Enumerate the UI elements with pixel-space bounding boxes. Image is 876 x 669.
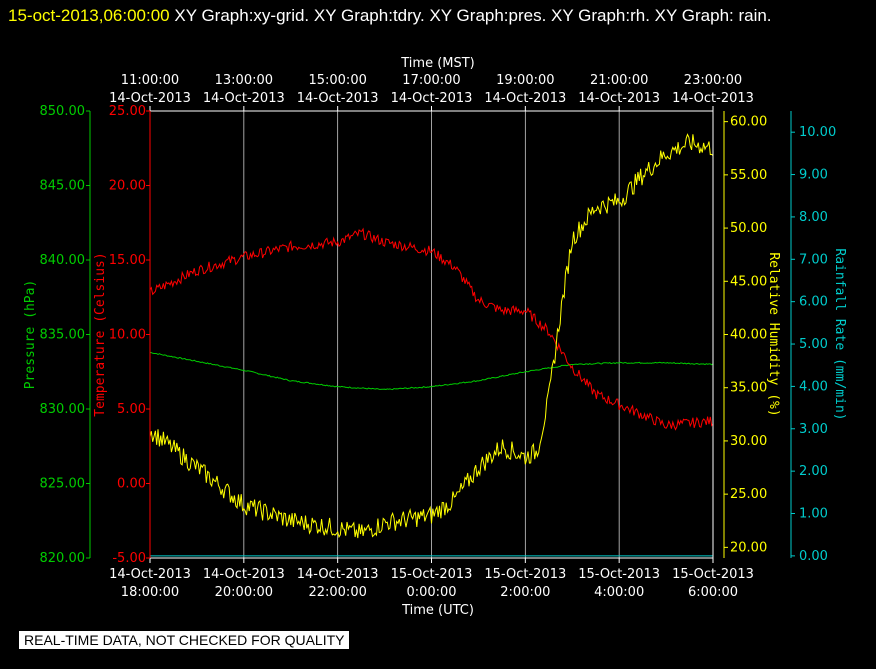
x-bottom-tick-date: 15-Oct-2013 [484,567,566,582]
humidity-tick-label: 45.00 [730,274,767,289]
series-line-humidity [149,133,714,539]
x-top-tick-time: 21:00:00 [590,73,648,88]
humidity-tick-label: 35.00 [730,381,767,396]
temperature-tick-label: 5.00 [117,402,146,417]
pressure-tick-label: 825.00 [40,477,86,492]
temperature-axis-label: Temperature (Celsius) [93,252,108,416]
quality-notice: REAL-TIME DATA, NOT CHECKED FOR QUALITY [19,631,350,649]
x-bottom-tick-time: 0:00:00 [406,585,456,600]
rain-axis-label: Rainfall Rate (mm/min) [832,248,847,420]
humidity-tick-label: 20.00 [730,540,767,555]
rain-tick-label: 2.00 [799,464,828,479]
chart-header: 15-oct-2013,06:00:00 XY Graph:xy-grid. X… [8,2,868,30]
rain-tick-label: 4.00 [799,379,828,394]
rain-tick-label: 8.00 [799,210,828,225]
pressure-tick-label: 830.00 [40,402,86,417]
rain-tick-label: 3.00 [799,422,828,437]
x-top-tick-date: 14-Oct-2013 [391,91,473,106]
x-bottom-tick-date: 15-Oct-2013 [578,567,660,582]
x-top-tick-date: 14-Oct-2013 [203,91,285,106]
pressure-tick-label: 845.00 [40,179,86,194]
x-bottom-tick-date: 14-Oct-2013 [297,567,379,582]
humidity-tick-label: 40.00 [730,328,767,343]
rain-tick-label: 1.00 [799,507,828,522]
x-bottom-tick-time: 4:00:00 [594,585,644,600]
x-bottom-tick-time: 22:00:00 [308,585,366,600]
rain-tick-label: 0.00 [799,549,828,564]
rain-tick-label: 6.00 [799,295,828,310]
pressure-axis-label: Pressure (hPa) [23,280,38,390]
series-line-pressure [149,351,714,391]
x-top-tick-time: 23:00:00 [684,73,742,88]
temperature-tick-label: -5.00 [112,551,146,566]
pressure-tick-label: 820.00 [40,551,86,566]
x-bottom-tick-time: 2:00:00 [500,585,550,600]
rain-tick-label: 7.00 [799,252,828,267]
series-line-temperature [149,227,714,431]
x-bottom-tick-time: 18:00:00 [121,585,179,600]
x-top-tick-time: 11:00:00 [121,73,179,88]
temperature-tick-label: 25.00 [109,104,146,119]
x-top-tick-time: 19:00:00 [496,73,554,88]
temperature-tick-label: 0.00 [117,477,146,492]
humidity-axis-label: Relative Humidity (%) [766,252,781,416]
grid-layer [243,111,620,558]
temperature-tick-label: 10.00 [109,328,146,343]
humidity-tick-label: 60.00 [730,115,767,130]
x-top-tick-date: 14-Oct-2013 [484,91,566,106]
humidity-tick-label: 50.00 [730,221,767,236]
x-top-tick-date: 14-Oct-2013 [109,91,191,106]
rain-tick-label: 5.00 [799,337,828,352]
temperature-tick-label: 15.00 [109,253,146,268]
pressure-tick-label: 840.00 [40,253,86,268]
rain-tick-label: 9.00 [799,168,828,183]
x-bottom-axis-label: Time (UTC) [401,603,474,618]
x-bottom-tick-date: 14-Oct-2013 [109,567,191,582]
x-bottom-tick-date: 14-Oct-2013 [203,567,285,582]
temperature-tick-label: 20.00 [109,179,146,194]
x-bottom-tick-date: 15-Oct-2013 [672,567,754,582]
x-top-tick-time: 15:00:00 [308,73,366,88]
x-top-tick-date: 14-Oct-2013 [578,91,660,106]
series-layer [149,133,714,557]
x-bottom-tick-time: 6:00:00 [688,585,738,600]
header-timestamp: 15-oct-2013,06:00:00 [8,6,170,25]
x-top-tick-time: 13:00:00 [215,73,273,88]
x-bottom-tick-time: 20:00:00 [215,585,273,600]
header-titles: XY Graph:xy-grid. XY Graph:tdry. XY Grap… [174,6,772,25]
pressure-tick-label: 835.00 [40,328,86,343]
x-bottom-tick-date: 15-Oct-2013 [391,567,473,582]
humidity-tick-label: 25.00 [730,487,767,502]
x-top-tick-date: 14-Oct-2013 [672,91,754,106]
axes-layer: 14-Oct-2013 18:00:00 14-Oct-2013 20:00:00 14… [23,56,847,618]
x-top-tick-time: 17:00:00 [402,73,460,88]
pressure-tick-label: 850.00 [40,104,86,119]
x-top-axis-label: Time (MST) [400,56,475,71]
humidity-tick-label: 30.00 [730,434,767,449]
x-top-tick-date: 14-Oct-2013 [297,91,379,106]
rain-tick-label: 10.00 [799,125,836,140]
humidity-tick-label: 55.00 [730,168,767,183]
